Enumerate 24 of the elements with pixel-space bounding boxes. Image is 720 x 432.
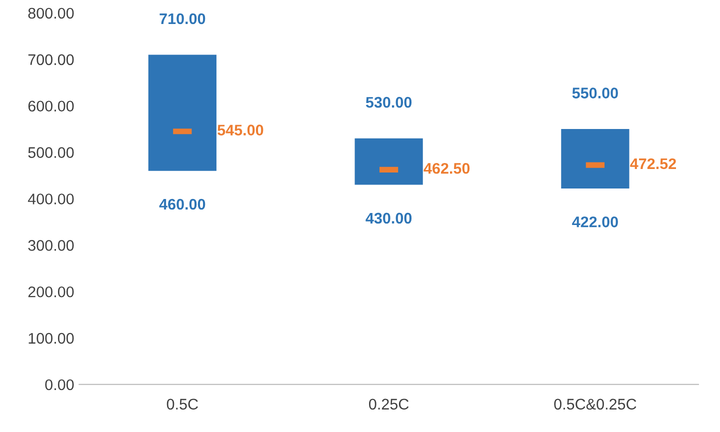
bar — [561, 129, 630, 189]
y-tick-label: 200.00 — [28, 286, 74, 298]
y-tick-label: 800.00 — [28, 8, 74, 19]
annotation: 422.00 — [572, 216, 618, 228]
y-tick-label: 500.00 — [28, 147, 74, 158]
y-tick-label: 400.00 — [28, 194, 74, 204]
annotation: 460.00 — [159, 198, 206, 210]
data-label: 545.00 — [218, 124, 264, 136]
annotation: 530.00 — [366, 96, 412, 108]
data-label: 462.50 — [424, 162, 470, 174]
x-tick-label: 0.25C — [369, 398, 409, 410]
annotation: 550.00 — [572, 88, 618, 98]
y-tick-label: 100.00 — [28, 332, 74, 344]
data-label: 472.52 — [630, 158, 676, 170]
x-tick-label: 0.5C — [166, 398, 198, 410]
y-tick-label: 0.00 — [45, 379, 74, 390]
annotation: 710.00 — [160, 13, 206, 24]
bar — [148, 54, 216, 171]
y-tick-label: 300.00 — [28, 240, 74, 251]
y-tick-label: 600.00 — [28, 100, 74, 112]
y-tick-label: 700.00 — [28, 54, 74, 66]
bar — [354, 138, 423, 185]
x-tick-label: 0.5C&0.25C — [554, 398, 636, 410]
annotation: 430.00 — [366, 212, 412, 224]
